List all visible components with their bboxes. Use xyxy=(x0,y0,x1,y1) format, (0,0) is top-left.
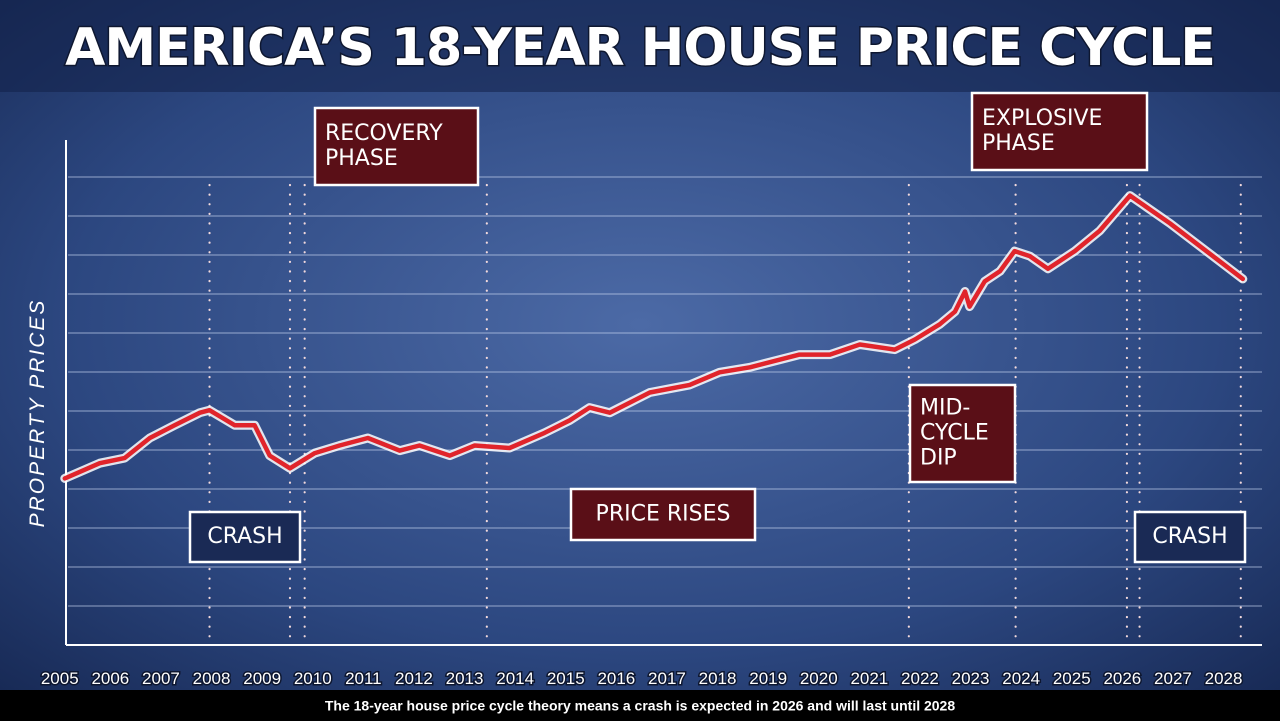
annotation-text: CRASH xyxy=(207,524,282,549)
x-tick-label: 2005 xyxy=(41,669,79,688)
annotation-text: PHASE xyxy=(982,131,1055,156)
annotation-text: EXPLOSIVE xyxy=(982,106,1102,131)
annotation-box xyxy=(313,106,480,187)
x-tick-label: 2013 xyxy=(446,669,484,688)
caption-bar xyxy=(0,690,1280,721)
caption: The 18-year house price cycle theory mea… xyxy=(325,698,956,714)
x-tick-label: 2016 xyxy=(597,669,635,688)
annotation-text: MID- xyxy=(920,396,970,421)
x-tick-label: 2028 xyxy=(1205,669,1243,688)
x-tick-label: 2027 xyxy=(1154,669,1192,688)
x-tick-label: 2008 xyxy=(193,669,231,688)
annotation-box xyxy=(569,487,757,542)
x-tick-label: 2019 xyxy=(749,669,787,688)
plot-area: 2005 2006 2007 2008 2009 2010 2011 2012 2013 2014… xyxy=(39,91,1262,690)
annotation-text: PHASE xyxy=(325,146,398,171)
price-line xyxy=(62,193,1246,481)
x-tick-label: 2015 xyxy=(547,669,585,688)
x-tick-label: 2022 xyxy=(901,669,939,688)
x-tick-label: 2006 xyxy=(91,669,129,688)
x-tick-label: 2009 xyxy=(243,669,281,688)
x-tick-label: 2011 xyxy=(345,669,382,688)
x-tick-label: 2018 xyxy=(699,669,737,688)
annotation-text: CYCLE xyxy=(920,421,989,446)
x-tick-label: 2007 xyxy=(142,669,180,688)
x-tick-label: 2010 xyxy=(294,669,332,688)
annotation-text: PRICE RISES xyxy=(596,502,731,527)
y-axis-label: PROPERTY PRICES xyxy=(26,299,49,528)
x-tick-label: 2020 xyxy=(800,669,838,688)
x-tick-label: 2014 xyxy=(496,669,534,688)
x-tick-label: 2025 xyxy=(1053,669,1091,688)
annotation-text: RECOVERY xyxy=(325,121,443,146)
x-tick-label: 2024 xyxy=(1002,669,1040,688)
x-tick-label: 2017 xyxy=(648,669,686,688)
x-tick-label: 2026 xyxy=(1103,669,1141,688)
title-band xyxy=(0,0,1280,92)
x-tick-label: 2012 xyxy=(395,669,433,688)
annotation-box xyxy=(970,91,1149,172)
annotation-box xyxy=(188,510,302,564)
x-tick-label: 2021 xyxy=(850,669,888,688)
chart-title: AMERICA’S 18-YEAR HOUSE PRICE CYCLE xyxy=(65,18,1215,78)
x-tick-label: 2023 xyxy=(952,669,990,688)
annotation-text: DIP xyxy=(920,446,957,471)
annotation-text: CRASH xyxy=(1152,524,1227,549)
annotation-box xyxy=(908,383,1017,484)
annotation-box xyxy=(1133,510,1247,564)
